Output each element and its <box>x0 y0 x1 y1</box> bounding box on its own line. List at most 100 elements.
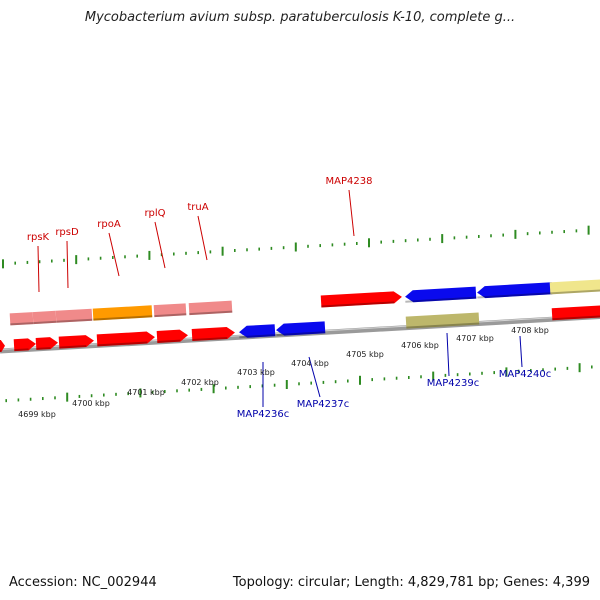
gene-label-leader <box>108 232 120 277</box>
gene-MAP4236c[interactable] <box>239 324 276 339</box>
gene-label-leader <box>197 215 208 261</box>
gene-rpsD-box[interactable] <box>55 308 93 323</box>
gene-right-box-body <box>549 278 600 295</box>
gene-rpoA[interactable] <box>96 331 156 347</box>
gene-label-MAP4236c[interactable]: MAP4236c <box>237 409 289 420</box>
scale-label: 4702 kbp <box>181 378 219 387</box>
gene-rpoA-box-shadow <box>93 315 153 321</box>
gene-MAP4238-body <box>320 291 402 308</box>
gene-MAP4236c-shadow <box>239 334 276 339</box>
gene-rpsD-shadow <box>59 345 87 349</box>
gene-olive-box-shadow <box>406 322 480 329</box>
gene-MAP4240c-body <box>477 282 553 299</box>
gene-rpsD-box-shadow <box>56 318 93 323</box>
gene-rplQ-body <box>156 329 188 343</box>
gene-MAP4240c[interactable] <box>477 282 553 299</box>
gene-rpsD[interactable] <box>58 335 95 349</box>
gene-truA-box-body <box>188 300 233 316</box>
gene-rpsK-box-shadow <box>33 320 57 325</box>
feature-track[interactable] <box>0 278 600 353</box>
gene-label-rpsD[interactable]: rpsD <box>55 227 79 238</box>
gene-olive-box-body <box>405 312 480 329</box>
gene-rpsM-box[interactable] <box>9 312 34 326</box>
gene-label-leader <box>348 189 355 237</box>
gene-rpsK-box-body <box>32 310 57 325</box>
gene-right-box-shadow <box>550 288 600 295</box>
scale-label: 4705 kbp <box>346 350 384 359</box>
gene-label-leader <box>66 240 69 289</box>
gene-rpoA-box[interactable] <box>92 305 153 321</box>
gene-truA-body <box>191 326 235 341</box>
gene-label-leader <box>446 332 450 377</box>
gene-label-MAP4240c[interactable]: MAP4240c <box>499 369 551 380</box>
gene-label-leader <box>154 221 166 269</box>
gene-label-layer: rpsK rpsD rpoA rplQ truA MAP4238 MAP4236c MAP42… <box>27 176 551 420</box>
gene-rpsK-box[interactable] <box>32 310 57 325</box>
gene-MAP4239c[interactable] <box>405 286 477 303</box>
gene-rplQ-box-body <box>153 303 187 318</box>
gene-rpoA-shadow <box>97 341 148 347</box>
gene-rplQ-box-shadow <box>154 313 187 318</box>
gene-right-red[interactable] <box>551 305 600 321</box>
gene-label-MAP4238[interactable]: MAP4238 <box>326 176 373 187</box>
scale-label: 4700 kbp <box>72 399 110 408</box>
scale-label: 4706 kbp <box>401 341 439 350</box>
inner-tick-ring <box>5 363 593 403</box>
gene-right-box[interactable] <box>549 278 600 295</box>
gene-rpsM-shadow <box>14 348 29 352</box>
outer-tick-ring <box>2 225 600 269</box>
gene-truA-box[interactable] <box>188 300 233 316</box>
scale-label: 4704 kbp <box>291 359 329 368</box>
accession-label: Accession: NC_002944 <box>9 575 157 590</box>
gene-label-leader <box>519 335 523 368</box>
scale-label: 4707 kbp <box>456 334 494 343</box>
gene-rpsD-box-body <box>55 308 93 323</box>
gene-MAP4239c-body <box>405 286 477 303</box>
gene-truA[interactable] <box>191 326 236 341</box>
gene-label-truA[interactable]: truA <box>187 202 208 213</box>
gene-MAP4238-shadow <box>321 301 395 308</box>
gene-left-edge-body <box>0 339 5 353</box>
gene-right-red-body <box>551 305 600 321</box>
gene-rpsM-box-shadow <box>10 322 34 326</box>
gene-label-rpoA[interactable]: rpoA <box>97 219 121 230</box>
gene-rpoA-body <box>96 331 155 347</box>
gene-MAP4237c[interactable] <box>276 321 326 337</box>
gene-MAP4238[interactable] <box>320 291 403 308</box>
gene-rpsM-body <box>13 338 36 352</box>
scale-label: 4701 kbp <box>127 388 165 397</box>
scale-label-layer: 4699 kbp 4700 kbp 4701 kbp 4702 kbp 4703 kbp… <box>18 326 549 419</box>
gene-MAP4240c-shadow <box>477 292 553 299</box>
gene-label-MAP4239c[interactable]: MAP4239c <box>427 378 479 389</box>
genome-summary: Topology: circular; Length: 4,829,781 bp… <box>232 575 590 590</box>
gene-rpsM[interactable] <box>13 338 37 352</box>
gene-rpoA-box-body <box>92 305 153 321</box>
gene-MAP4237c-shadow <box>276 331 326 337</box>
gene-rpsK-shadow <box>36 347 51 350</box>
gene-rpsK-body <box>35 337 58 350</box>
gene-rpsM-box-body <box>9 312 34 326</box>
gene-rpsK[interactable] <box>35 337 59 350</box>
scale-label: 4708 kbp <box>511 326 549 335</box>
gene-label-MAP4237c[interactable]: MAP4237c <box>297 399 349 410</box>
gene-label-rplQ[interactable]: rplQ <box>144 208 165 219</box>
gene-MAP4236c-body <box>239 324 276 338</box>
gene-truA-shadow <box>192 336 228 341</box>
gene-rplQ[interactable] <box>156 329 189 343</box>
scale-label: 4699 kbp <box>18 410 56 419</box>
gene-rpsD-body <box>58 335 94 349</box>
gene-truA-box-shadow <box>189 310 233 316</box>
gene-olive-box[interactable] <box>405 312 480 329</box>
scale-label: 4703 kbp <box>237 368 275 377</box>
gene-right-red-shadow <box>552 315 600 321</box>
gene-label-rpsK[interactable]: rpsK <box>27 232 50 243</box>
gene-label-leader <box>308 356 321 398</box>
gene-MAP4239c-shadow <box>405 296 477 303</box>
gene-MAP4237c-body <box>276 321 326 336</box>
map-title: Mycobacterium avium subsp. paratuberculo… <box>84 10 516 25</box>
gene-label-leader <box>37 245 40 293</box>
gene-rplQ-shadow <box>157 339 181 343</box>
gene-rplQ-box[interactable] <box>153 303 187 318</box>
gene-left-edge[interactable] <box>0 339 5 353</box>
